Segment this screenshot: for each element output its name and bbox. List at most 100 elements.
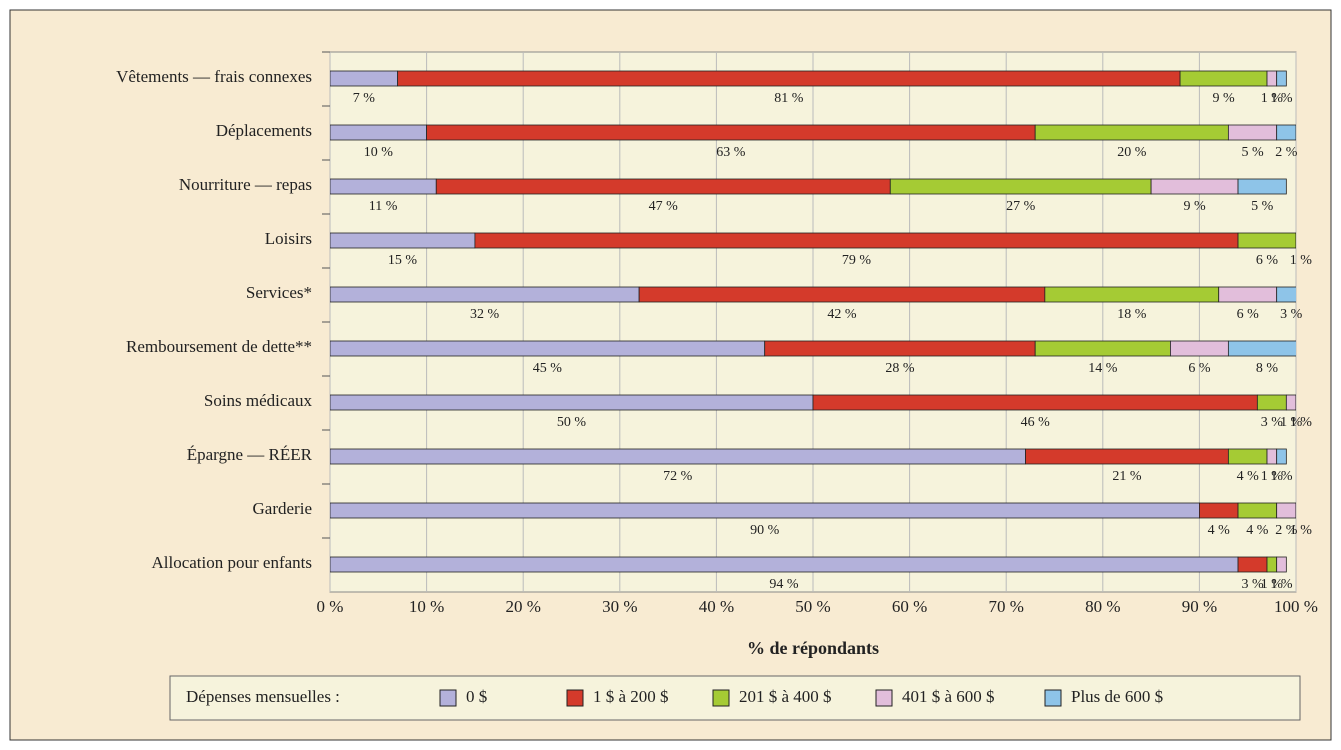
legend-swatch <box>875 689 893 707</box>
bar-segment <box>812 394 1258 411</box>
value-label: 1 % <box>1270 91 1293 106</box>
value-label: 45 % <box>533 361 563 376</box>
bar-segment <box>1227 340 1296 357</box>
y-tick-label: Épargne — RÉER <box>187 445 313 464</box>
bar-segment <box>1276 124 1296 141</box>
bar-segment <box>330 70 399 87</box>
bar-segment <box>1237 502 1278 519</box>
y-tick-label: Déplacements <box>216 121 312 140</box>
value-label: 46 % <box>1021 415 1051 430</box>
bar-segment <box>330 394 814 411</box>
bar-segment <box>764 340 1036 357</box>
bar-segment <box>1179 70 1268 87</box>
y-tick-label: Remboursement de dette** <box>126 337 312 356</box>
value-label: 79 % <box>842 253 872 268</box>
value-label: 10 % <box>364 145 394 160</box>
value-label: 4 % <box>1246 523 1269 538</box>
value-label: 9 % <box>1212 91 1235 106</box>
bar-segment <box>1276 70 1287 87</box>
bar-segment <box>1218 286 1278 303</box>
bar-segment <box>330 286 640 303</box>
bar-segment <box>1285 394 1296 411</box>
bar-segment <box>330 124 427 141</box>
bar-segment <box>1227 124 1278 141</box>
value-label: 90 % <box>750 523 780 538</box>
x-tick-label: 40 % <box>699 597 734 616</box>
value-label: 1 % <box>1261 577 1284 592</box>
bar-segment <box>330 502 1200 519</box>
bar-segment <box>1034 124 1229 141</box>
value-label: 18 % <box>1117 307 1147 322</box>
value-label: 4 % <box>1208 523 1231 538</box>
value-label: 2 % <box>1275 145 1298 160</box>
y-tick-label: Soins médicaux <box>204 391 313 410</box>
bar-segment <box>330 232 476 249</box>
bar-segment <box>889 178 1152 195</box>
value-label: 1 % <box>1270 577 1293 592</box>
value-label: 72 % <box>663 469 693 484</box>
bar-segment <box>1276 286 1296 303</box>
bar-segment <box>397 70 1181 87</box>
x-tick-label: 80 % <box>1085 597 1120 616</box>
value-label: 50 % <box>557 415 587 430</box>
value-label: 5 % <box>1251 199 1274 214</box>
bar-segment <box>1276 502 1296 519</box>
x-tick-label: 30 % <box>602 597 637 616</box>
value-label: 9 % <box>1183 199 1206 214</box>
bar-segment <box>1237 178 1287 195</box>
bar-segment <box>1266 448 1278 465</box>
value-label: 1 % <box>1290 415 1313 430</box>
legend-box <box>169 675 1301 721</box>
bar-segment <box>1025 448 1229 465</box>
legend-swatch <box>566 689 584 707</box>
x-tick-label: 10 % <box>409 597 444 616</box>
value-label: 3 % <box>1280 307 1303 322</box>
y-tick-label: Allocation pour enfants <box>151 553 312 572</box>
value-label: 32 % <box>470 307 500 322</box>
bar-segment <box>638 286 1046 303</box>
value-label: 94 % <box>769 577 799 592</box>
value-label: 1 % <box>1290 523 1313 538</box>
value-label: 8 % <box>1256 361 1279 376</box>
x-tick-label: 100 % <box>1274 597 1318 616</box>
value-label: 1 % <box>1280 415 1303 430</box>
value-label: 15 % <box>388 253 418 268</box>
x-tick-label: 20 % <box>505 597 540 616</box>
value-label: 81 % <box>774 91 804 106</box>
bar-segment <box>435 178 891 195</box>
bar-segment <box>330 178 437 195</box>
value-label: 1 % <box>1270 469 1293 484</box>
value-label: 27 % <box>1006 199 1036 214</box>
bar-segment <box>1276 556 1287 573</box>
bar-segment <box>1256 394 1287 411</box>
y-tick-label: Vêtements — frais connexes <box>116 67 312 86</box>
y-tick-label: Nourriture — repas <box>179 175 312 194</box>
legend-label: 201 $ à 400 $ <box>739 687 832 706</box>
legend-label: Plus de 600 $ <box>1071 687 1163 706</box>
x-tick-label: 60 % <box>892 597 927 616</box>
legend-title: Dépenses mensuelles : <box>186 687 340 706</box>
value-label: 2 % <box>1275 523 1298 538</box>
x-tick-label: 0 % <box>317 597 344 616</box>
x-tick-label: 90 % <box>1182 597 1217 616</box>
x-tick-label: 50 % <box>795 597 830 616</box>
bar-segment <box>426 124 1036 141</box>
value-label: 7 % <box>353 91 376 106</box>
bar-segment <box>1150 178 1239 195</box>
value-label: 3 % <box>1241 577 1264 592</box>
value-label: 6 % <box>1256 253 1279 268</box>
legend-label: 0 $ <box>466 687 487 706</box>
value-label: 1 % <box>1261 469 1284 484</box>
value-label: 1 % <box>1290 253 1313 268</box>
value-label: 6 % <box>1237 307 1260 322</box>
bar-segment <box>474 232 1239 249</box>
bar-segment <box>1044 286 1220 303</box>
bar-segment <box>330 448 1026 465</box>
value-label: 20 % <box>1117 145 1147 160</box>
legend-label: 401 $ à 600 $ <box>902 687 995 706</box>
y-tick-label: Services* <box>246 283 312 302</box>
value-label: 4 % <box>1237 469 1260 484</box>
bar-segment <box>330 556 1239 573</box>
bar-segment <box>1199 502 1239 519</box>
